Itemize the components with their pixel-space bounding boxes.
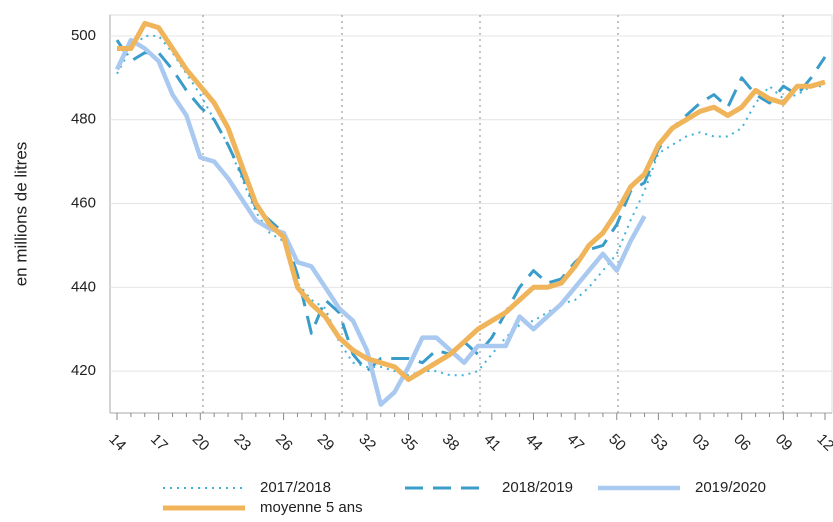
series-line: [114, 37, 647, 407]
series-line: [116, 34, 825, 377]
y-tick-label: 460: [71, 194, 96, 211]
x-tick-label: 06: [730, 431, 754, 455]
y-tick-label: 480: [71, 111, 96, 128]
x-tick-label: 47: [564, 431, 588, 455]
x-tick-label: 50: [605, 431, 629, 455]
y-tick-label: 420: [71, 362, 96, 379]
legend-label: 2019/2020: [695, 479, 766, 496]
x-tick-label: 35: [397, 431, 421, 455]
series-line: [115, 39, 827, 373]
legend-label: 2017/2018: [260, 479, 331, 496]
x-tick-label: 29: [314, 431, 338, 455]
x-tick-label: 20: [189, 431, 213, 455]
y-axis-label: en millions de litres: [11, 142, 30, 287]
legend-label: 2018/2019: [502, 479, 573, 496]
series-line: [117, 20, 826, 382]
x-tick-label: 38: [439, 431, 463, 455]
x-tick-label: 12: [813, 431, 833, 455]
x-tick-label: 09: [772, 431, 796, 455]
x-tick-label: 17: [147, 431, 171, 455]
x-tick-label: 14: [105, 431, 129, 455]
x-tick-label: 26: [272, 431, 296, 455]
x-tick-label: 32: [355, 431, 379, 455]
x-tick-label: 53: [647, 431, 671, 455]
x-tick-label: 41: [480, 431, 504, 455]
y-tick-label: 500: [71, 27, 96, 44]
legend-label: moyenne 5 ans: [260, 499, 363, 516]
x-tick-label: 23: [230, 431, 254, 455]
y-tick-label: 440: [71, 278, 96, 295]
x-tick-label: 03: [689, 431, 713, 455]
period-lines: [202, 15, 784, 413]
x-tick-label: 44: [522, 431, 546, 455]
